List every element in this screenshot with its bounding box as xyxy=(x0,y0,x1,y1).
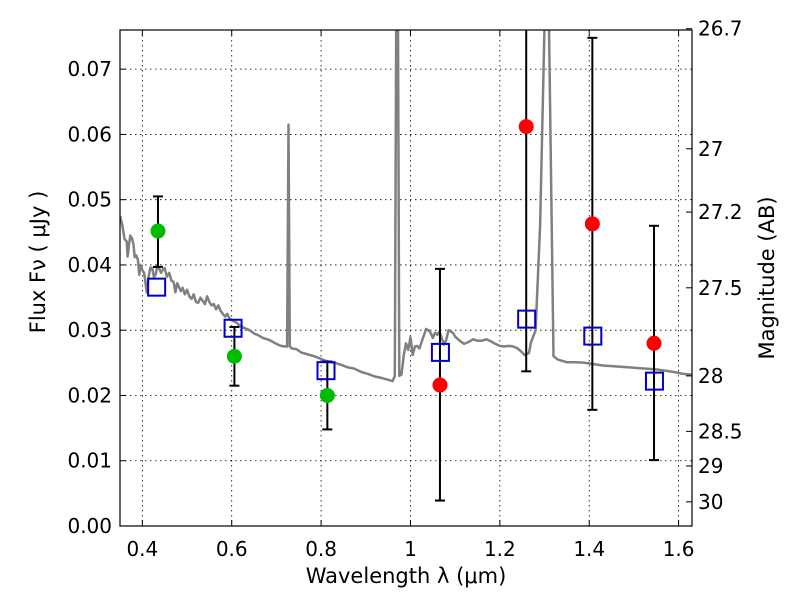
green-data-point xyxy=(226,348,242,364)
model-square-point xyxy=(517,309,537,329)
model-square-point xyxy=(583,326,603,346)
model-square-point xyxy=(644,371,664,391)
x-tick-label: 1.6 xyxy=(663,537,695,561)
model-square-point xyxy=(223,318,243,338)
y-tick-label: 0.00 xyxy=(67,514,112,538)
x-tick-label: 1.2 xyxy=(484,537,516,561)
x-tick-label: 0.4 xyxy=(126,537,158,561)
y2-tick-label: 28.5 xyxy=(698,419,743,443)
y2-tick-label: 28 xyxy=(698,364,723,388)
y2-tick-label: 27 xyxy=(698,137,723,161)
y-tick-label: 0.06 xyxy=(67,122,112,146)
x-axis-title: Wavelength λ (μm) xyxy=(306,564,507,588)
axes: 0.4 0.6 0.8 1 1.2 1.4 1.6 0.00 0.01 0.02 0.03 0.04 0… xyxy=(67,17,742,561)
y2-axis-title: Magnitude (AB) xyxy=(755,196,779,359)
y2-tick-label: 30 xyxy=(698,490,723,514)
y-tick-label: 0.01 xyxy=(67,449,112,473)
red-data-point xyxy=(432,377,448,393)
y-axis-title: Flux Fν ( μJy ) xyxy=(26,191,50,334)
plot-area xyxy=(120,30,692,502)
y-tick-label: 0.02 xyxy=(67,383,112,407)
red-data-point xyxy=(646,335,662,351)
y-tick-label: 0.03 xyxy=(67,318,112,342)
model-square-point xyxy=(430,342,450,362)
y-tick-label: 0.05 xyxy=(67,188,112,212)
red-data-point xyxy=(518,119,534,135)
x-tick-label: 1.4 xyxy=(573,537,605,561)
model-spectrum-line xyxy=(120,30,692,383)
y-tick-label: 0.07 xyxy=(67,57,112,81)
red-data-point xyxy=(584,216,600,232)
y2-tick-label: 27.5 xyxy=(698,276,743,300)
y2-tick-label: 27.2 xyxy=(698,200,743,224)
grid xyxy=(120,30,692,526)
model-square-point xyxy=(147,277,167,297)
x-tick-label: 1 xyxy=(404,537,417,561)
plot-frame xyxy=(119,29,693,527)
y2-tick-label: 29 xyxy=(698,454,723,478)
x-tick-label: 0.8 xyxy=(305,537,337,561)
x-tick-label: 0.6 xyxy=(216,537,248,561)
green-data-point xyxy=(319,387,335,403)
y-tick-label: 0.04 xyxy=(67,253,112,277)
y2-tick-label: 26.7 xyxy=(698,17,743,41)
model-square-point xyxy=(316,361,336,381)
green-data-point xyxy=(150,223,166,239)
